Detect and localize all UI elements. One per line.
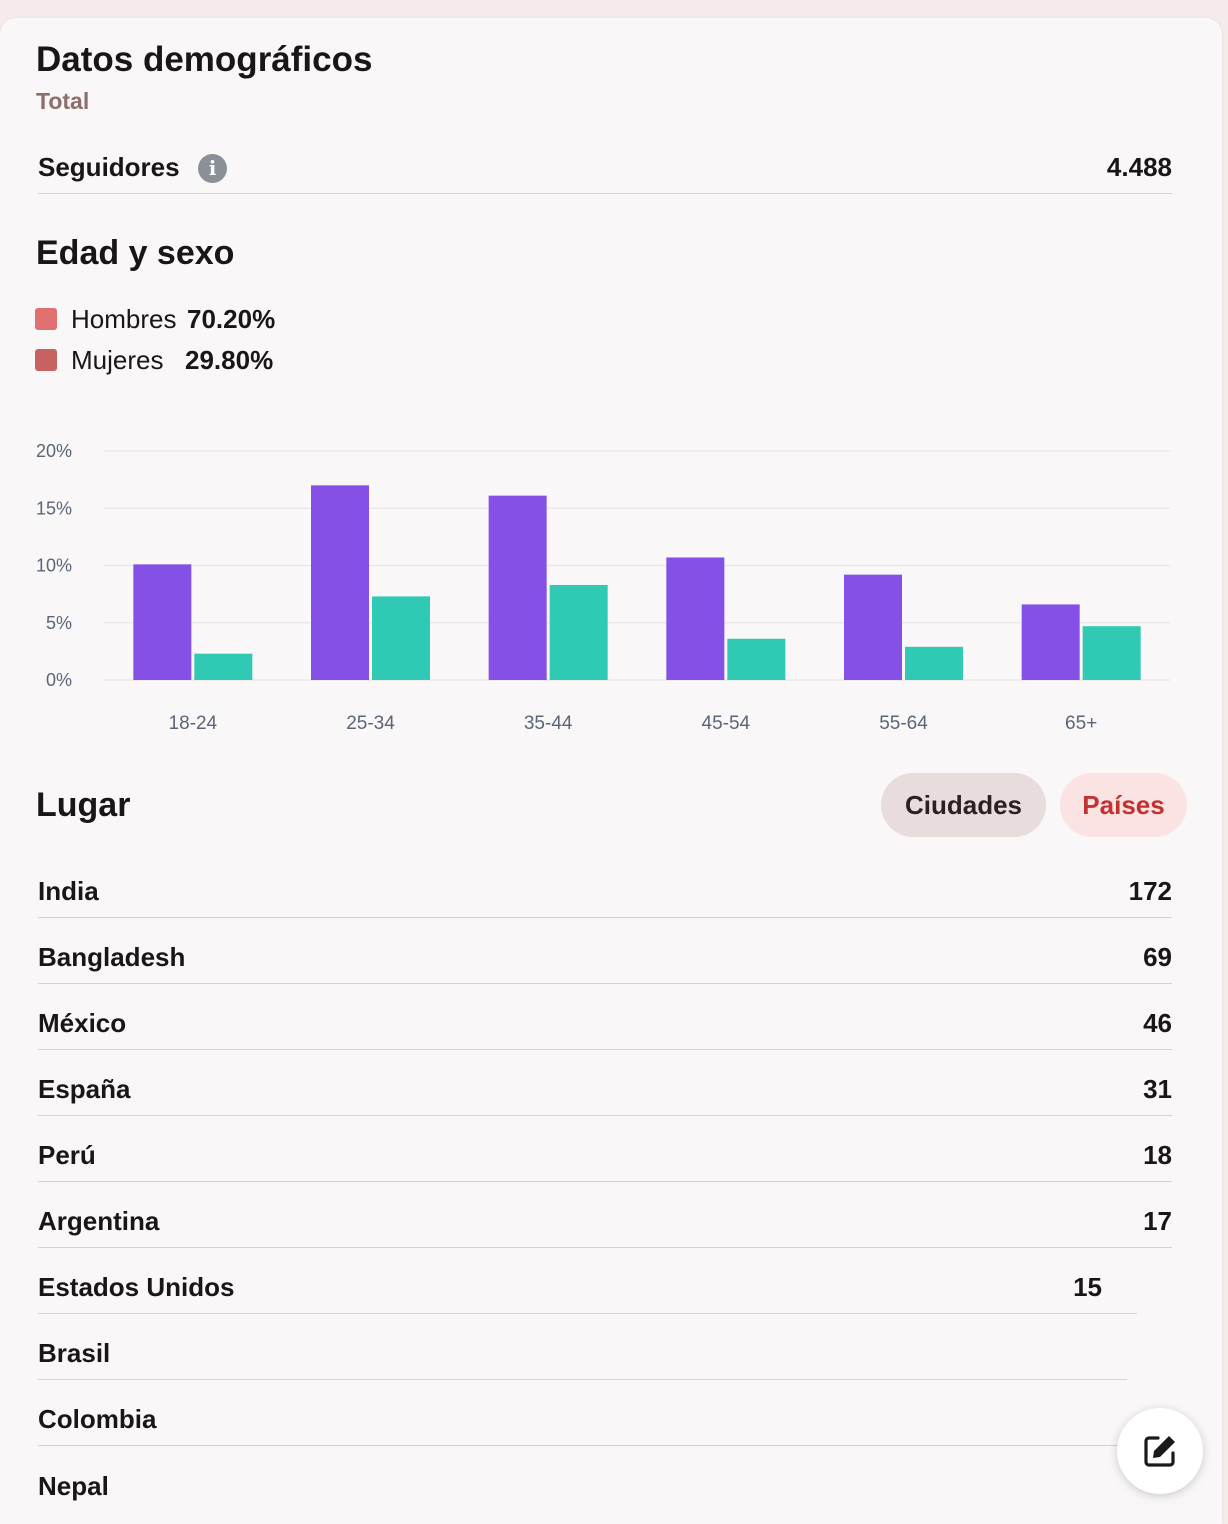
bar-series-2: [727, 638, 786, 680]
demographics-card: Datos demográficos Total Seguidores i 4.…: [0, 18, 1222, 1524]
followers-label: Seguidores: [38, 152, 180, 182]
bar-series-1: [133, 564, 192, 680]
y-tick-label: 0%: [46, 670, 72, 690]
y-tick-label: 10%: [36, 556, 72, 576]
legend-label-women: Mujeres: [71, 345, 164, 375]
location-name: Argentina: [38, 1206, 160, 1236]
followers-value: 4.488: [1106, 152, 1172, 182]
location-row: México 46: [38, 996, 1172, 1050]
tab-cities[interactable]: Ciudades: [881, 773, 1046, 837]
location-row: Colombia: [38, 1392, 1118, 1446]
location-name: México: [38, 1008, 127, 1038]
bar-series-1: [666, 557, 725, 680]
location-value: 69: [1143, 942, 1172, 972]
age-gender-chart: 0% 5% 10% 15% 20% 18-24 25-34 35-44 45-54 55-64 65…: [36, 441, 1170, 734]
bar-series-1: [1021, 604, 1080, 680]
location-name: Perú: [38, 1140, 96, 1170]
legend-label-men: Hombres: [71, 304, 177, 334]
bar-series-2: [372, 596, 430, 680]
y-tick-label: 15%: [36, 498, 72, 518]
edit-icon: [1144, 1436, 1175, 1467]
location-row: India 172: [38, 864, 1172, 918]
x-tick-label: 18-24: [169, 713, 218, 734]
location-name: Colombia: [38, 1404, 157, 1434]
bar-series-2: [194, 653, 253, 680]
location-title: Lugar: [36, 786, 131, 824]
bar-series-2: [549, 584, 608, 680]
legend-swatch-men: [35, 308, 57, 330]
x-tick-label: 35-44: [524, 713, 573, 734]
location-name: España: [38, 1074, 131, 1104]
location-name: India: [38, 876, 99, 906]
location-row: España 31: [38, 1062, 1172, 1116]
age-gender-title: Edad y sexo: [36, 234, 235, 272]
x-tick-label: 45-54: [702, 713, 751, 734]
bar-series-1: [844, 574, 902, 680]
followers-row: Seguidores i 4.488: [38, 140, 1172, 194]
x-tick-label: 25-34: [346, 713, 395, 734]
location-row: Argentina 17: [38, 1194, 1172, 1248]
bar-series-2: [1082, 626, 1141, 680]
bar-series-1: [488, 495, 547, 680]
page-subtitle: Total: [36, 88, 90, 114]
y-tick-label: 20%: [36, 441, 72, 461]
tab-countries[interactable]: Países: [1060, 773, 1187, 837]
page-title: Datos demográficos: [36, 40, 373, 79]
bar-series-1: [311, 485, 369, 680]
location-value: 18: [1143, 1140, 1172, 1170]
location-value: 15: [1073, 1272, 1102, 1302]
location-row: Perú 18: [38, 1128, 1172, 1182]
y-tick-label: 5%: [46, 613, 72, 633]
location-value: 46: [1143, 1008, 1172, 1038]
edit-button[interactable]: [1117, 1408, 1203, 1494]
location-name: Nepal: [38, 1471, 109, 1501]
legend-swatch-women: [35, 349, 57, 371]
location-value: 31: [1143, 1074, 1172, 1104]
location-row: Nepal: [38, 1458, 1118, 1512]
location-name: Brasil: [38, 1338, 111, 1368]
x-tick-label: 65+: [1065, 713, 1097, 734]
location-name: Bangladesh: [38, 942, 186, 972]
bar-series-2: [905, 646, 963, 680]
info-icon[interactable]: i: [198, 154, 227, 183]
location-row: Bangladesh 69: [38, 930, 1172, 984]
legend-value-women: 29.80%: [185, 345, 274, 375]
location-name: Estados Unidos: [38, 1272, 235, 1302]
location-value: 17: [1143, 1206, 1172, 1236]
x-tick-label: 55-64: [879, 713, 928, 734]
location-value: 172: [1128, 876, 1172, 906]
legend-value-men: 70.20%: [187, 304, 276, 334]
location-row: Estados Unidos 15: [38, 1260, 1137, 1314]
location-row: Brasil: [38, 1326, 1127, 1380]
